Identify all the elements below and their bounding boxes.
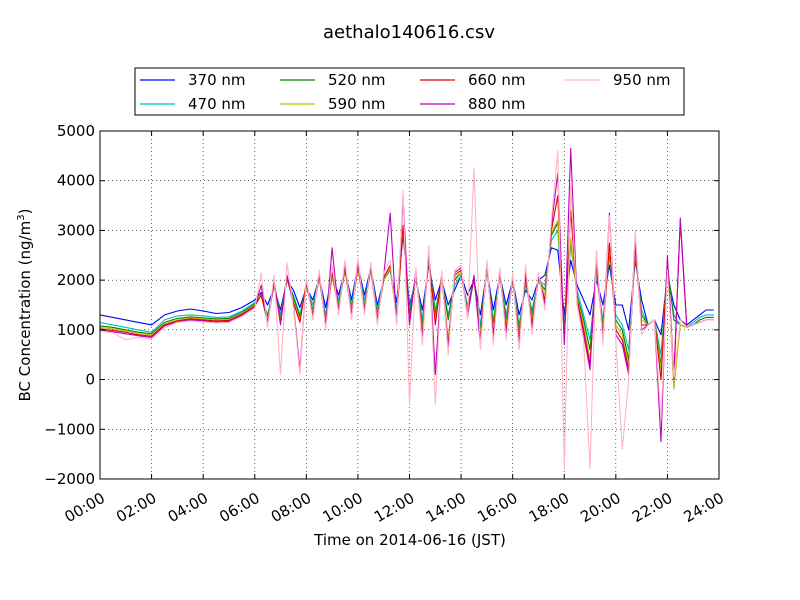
y-axis-label-end: )	[16, 209, 34, 215]
series-line-370-nm	[99, 234, 714, 336]
legend-label: 880 nm	[468, 95, 526, 113]
x-axis-label: Time on 2014-06-16 (JST)	[313, 531, 506, 549]
legend-label: 470 nm	[188, 95, 246, 113]
legend-item: 950 nm	[565, 71, 671, 89]
ticks	[99, 130, 720, 480]
y-tick-label: 3000	[57, 221, 95, 239]
legend-item: 370 nm	[140, 71, 246, 89]
y-axis-label: BC Concentration (ng/m3)	[16, 209, 34, 402]
legend-label: 660 nm	[468, 71, 526, 89]
legend-label: 520 nm	[328, 71, 386, 89]
legend-item: 660 nm	[420, 71, 526, 89]
y-tick-label: 5000	[57, 122, 95, 140]
legend-items: 370 nm 470 nm 520 nm 590 nm 660 nm 880 nm 950 …	[140, 71, 671, 113]
chart-title: aethalo140616.csv	[323, 22, 495, 43]
y-tick-label: 2000	[57, 271, 95, 289]
legend-label: 590 nm	[328, 95, 386, 113]
y-axis-label-main: BC Concentration (ng/m	[16, 221, 34, 402]
legend-label: 950 nm	[613, 71, 671, 89]
legend-label: 370 nm	[188, 71, 246, 89]
legend-item: 880 nm	[420, 95, 526, 113]
series-group	[99, 147, 714, 470]
y-tick-label: −2000	[44, 470, 95, 488]
legend-item: 470 nm	[140, 95, 246, 113]
legend-item: 520 nm	[280, 71, 386, 89]
y-tick-label: 1000	[57, 321, 95, 339]
legend-item: 590 nm	[280, 95, 386, 113]
y-axis-label-superscript: 3	[16, 214, 27, 220]
series-line-950-nm	[99, 150, 714, 470]
legend-box	[134, 67, 685, 116]
y-tick-label: 0	[85, 371, 95, 389]
y-tick-label: −1000	[44, 420, 95, 438]
y-tick-labels: 5000 4000 3000 2000 1000 0 −1000 −2000	[44, 122, 95, 488]
y-tick-label: 4000	[57, 172, 95, 190]
legend: 370 nm 470 nm 520 nm 590 nm 660 nm 880 nm 950 …	[134, 67, 685, 116]
